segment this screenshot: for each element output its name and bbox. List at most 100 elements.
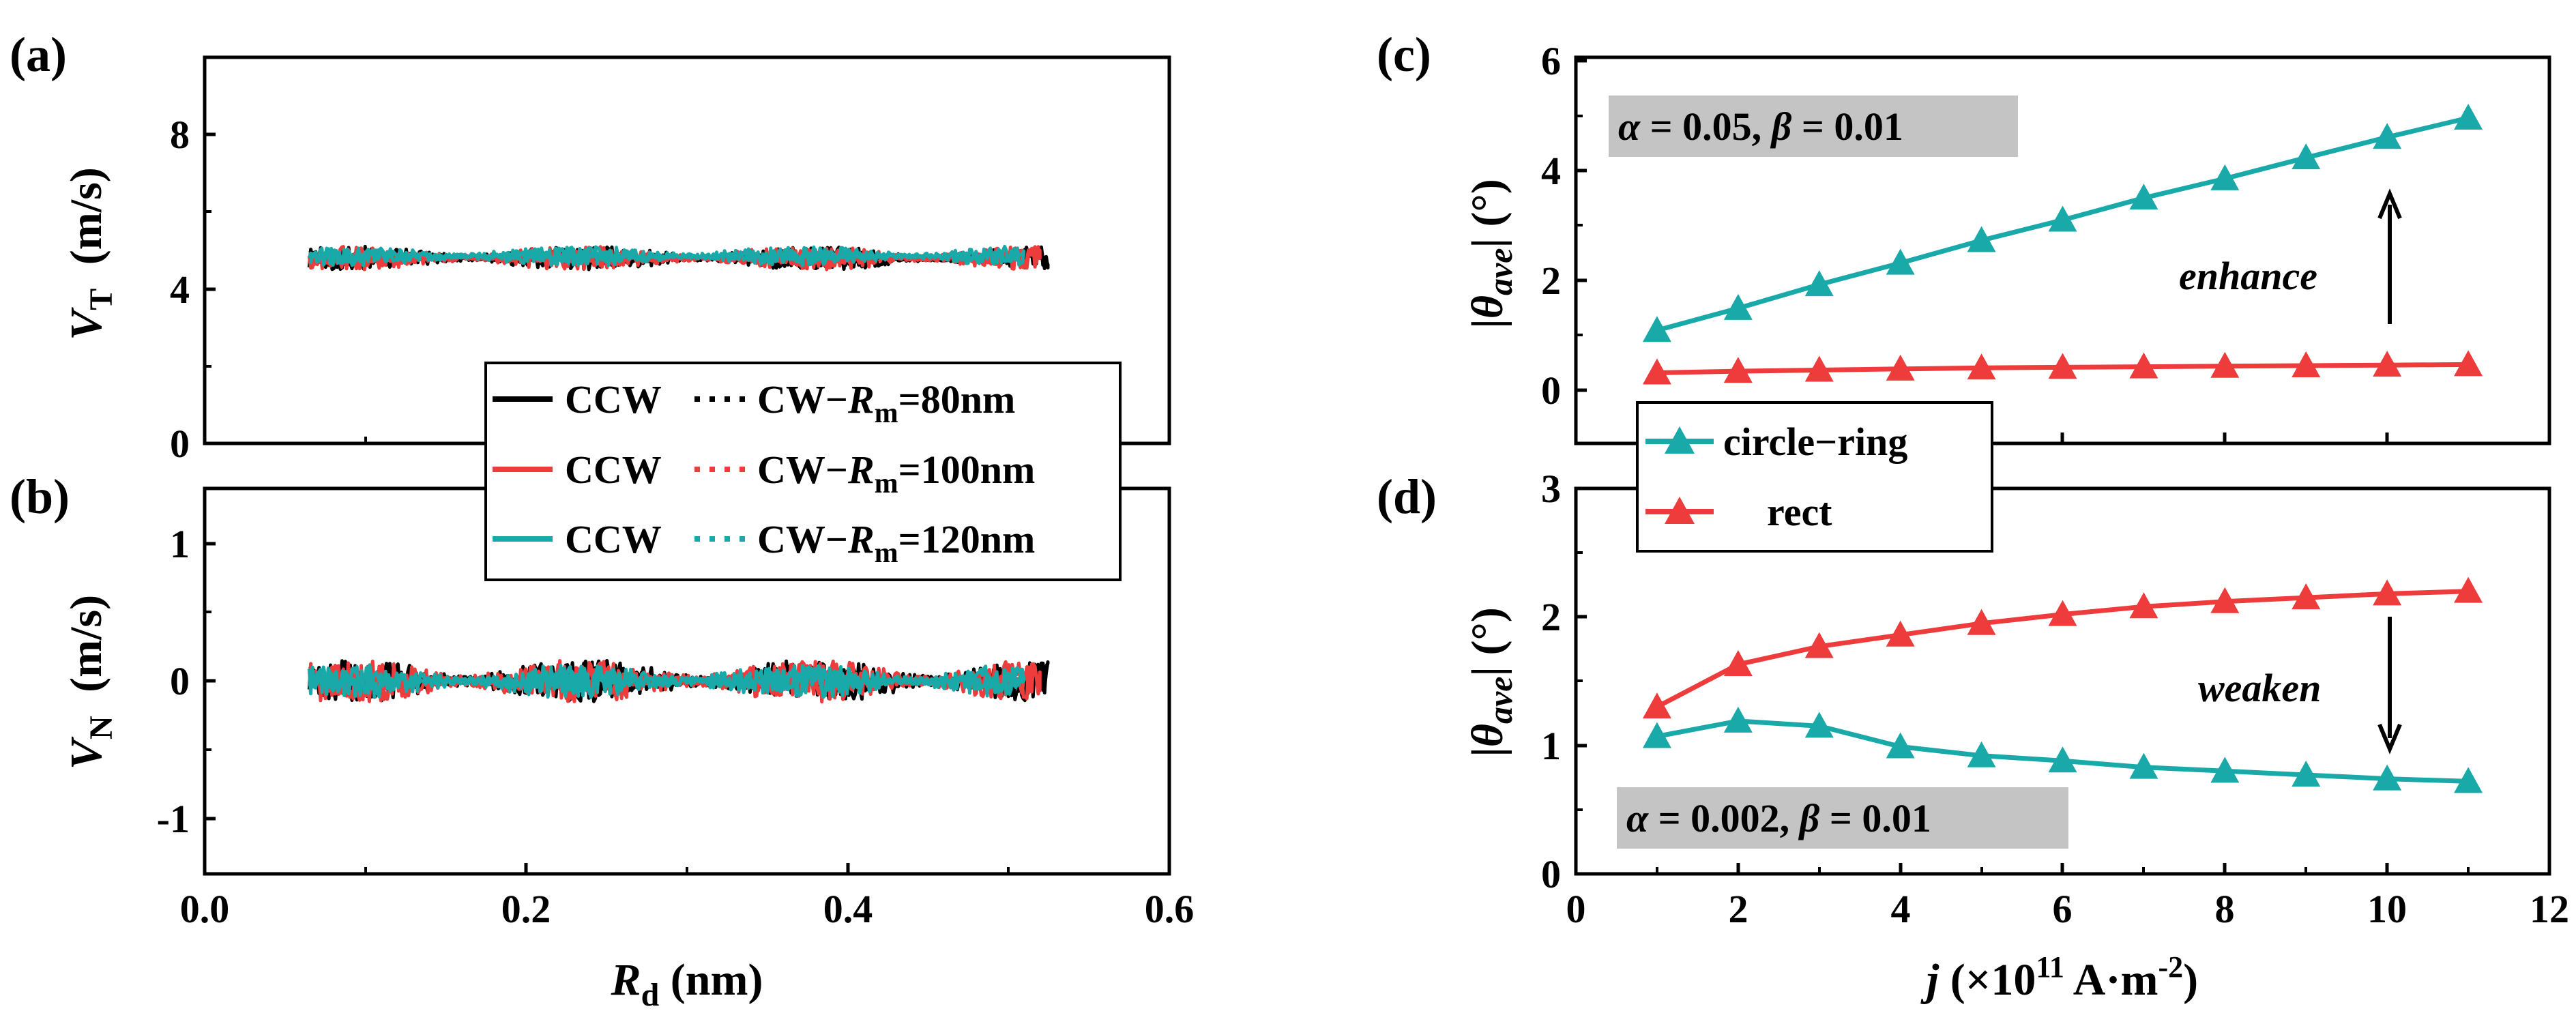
d-ytick-label: 0 (1541, 852, 1561, 896)
right-x-rest: (×10 (1939, 955, 2036, 1005)
legend-circle-ring-label: circle−ring (1723, 420, 1907, 464)
data-point-c-1-8 (2292, 351, 2321, 377)
data-point-d-1-8 (2292, 583, 2321, 610)
panel-label-b: (b) (10, 469, 70, 524)
legend-dash: − (825, 377, 848, 422)
data-point-d-1-5 (2048, 600, 2077, 626)
data-point-d-1-6 (2129, 592, 2158, 619)
data-point-d-0-4 (1967, 741, 1996, 767)
data-point-d-1-2 (1804, 632, 1834, 658)
data-point-d-1-3 (1886, 620, 1915, 647)
d-xtick-label: 2 (1729, 887, 1748, 931)
d-param-alpha: α (1626, 796, 1649, 840)
legend-cw-label: CW−Rm=120nm (757, 517, 1035, 569)
data-point-d-0-0 (1642, 722, 1671, 748)
b-ytick-label: 0 (170, 659, 190, 703)
d-annotation: weaken (2198, 666, 2321, 710)
data-point-c-1-2 (1804, 355, 1834, 382)
data-point-c-1-0 (1642, 358, 1671, 385)
panel-c-y-ticks: 0 2 4 6 (1541, 39, 1587, 413)
data-point-c-1-10 (2454, 350, 2483, 377)
trajectory-b-series-2 (307, 663, 1026, 699)
c-ytick-label: 6 (1541, 39, 1561, 83)
data-point-c-0-6 (2129, 184, 2158, 210)
data-point-d-0-6 (2129, 752, 2158, 779)
legend-rm-value: =80nm (898, 377, 1016, 422)
a-ytick-label: 4 (170, 267, 190, 312)
a-ytick-label: 0 (170, 422, 190, 466)
c-param-box (1609, 96, 2018, 157)
data-point-c-0-2 (1804, 270, 1834, 297)
d-y-unit: | (°) (1463, 607, 1512, 676)
legend-rm: R (847, 377, 875, 422)
left-x-axis-main: R (611, 955, 641, 1005)
d-down-arrow (2377, 617, 2402, 754)
data-point-d-0-10 (2454, 767, 2483, 793)
panel-label-c: (c) (1377, 27, 1431, 82)
data-point-c-0-5 (2048, 205, 2077, 232)
data-point-c-1-3 (1886, 354, 1915, 381)
a-y-axis-sub: T (83, 289, 119, 310)
legend-row-100nm: CCW CW−Rm=100nm (493, 448, 1035, 499)
right-legend-box (1636, 401, 1993, 553)
data-point-c-1-5 (2048, 353, 2077, 379)
panel-b-data (307, 659, 1050, 704)
d-param-text: α = 0.002, β = 0.01 (1626, 796, 1931, 840)
panel-a-data (307, 244, 1050, 272)
legend-rm: R (847, 517, 875, 561)
right-legend: circle−ring rect (1636, 401, 1993, 553)
c-param-text: α = 0.05, β = 0.01 (1618, 104, 1903, 149)
data-point-c-0-9 (2373, 123, 2402, 149)
b-ytick-label: -1 (157, 797, 190, 841)
data-point-c-0-3 (1886, 248, 1915, 275)
data-point-d-1-1 (1723, 650, 1753, 677)
right-x-main: j (1920, 955, 1940, 1005)
d-arrow-head (2377, 723, 2402, 754)
data-point-c-0-4 (1967, 226, 1996, 252)
data-point-d-1-9 (2373, 579, 2402, 606)
panel-label-a: (a) (10, 27, 67, 82)
d-param-beta: β (1798, 796, 1820, 840)
d-param-box (1617, 787, 2068, 849)
data-point-d-0-8 (2292, 760, 2321, 787)
legend-rm-value: =100nm (898, 448, 1036, 492)
data-point-d-0-9 (2373, 764, 2402, 791)
c-param-alpha-val: = 0.05, (1640, 104, 1772, 149)
c-ytick-label: 4 (1541, 149, 1561, 193)
d-ytick-label: 3 (1541, 467, 1561, 511)
legend-row-80nm: CCW CW−Rm=80nm (493, 377, 1015, 429)
data-point-c-0-7 (2210, 164, 2240, 190)
d-y-bar: | (1463, 747, 1512, 757)
trajectory-a-series-2 (307, 244, 1026, 267)
left-legend-box (484, 362, 1122, 581)
c-y-theta: θ (1463, 295, 1512, 319)
left-x-axis-sub: d (641, 977, 660, 1013)
d-ytick-label: 1 (1541, 724, 1561, 768)
legend-rm-sub: m (875, 538, 898, 569)
c-annotation: enhance (2179, 254, 2317, 298)
d-xtick-label: 0 (1566, 887, 1586, 931)
a-y-axis-title: VT (m/s) (61, 167, 119, 340)
c-ytick-label: 0 (1541, 368, 1561, 413)
c-param-beta-val: = 0.01 (1791, 104, 1903, 149)
data-point-d-1-0 (1642, 692, 1671, 719)
data-point-d-0-7 (2210, 757, 2240, 783)
panel-d-data (1642, 576, 2483, 793)
right-x-sup: 11 (2036, 950, 2064, 984)
right-x-close: ) (2183, 955, 2198, 1005)
data-point-c-1-9 (2373, 351, 2402, 377)
left-x-axis-unit: (nm) (659, 955, 763, 1005)
d-xtick-label: 8 (2215, 887, 2235, 931)
data-point-d-0-5 (2048, 746, 2077, 773)
b-y-axis-sub: N (83, 716, 119, 739)
legend-row-120nm: CCW CW−Rm=120nm (493, 517, 1035, 569)
panel-c-data (1642, 103, 2483, 385)
left-legend-rows: CCW CW−Rm=80nm CCW CW−Rm=100nm CCW CW−Rm… (493, 377, 1035, 569)
left-legend: CCW CW−Rm=80nm CCW CW−Rm=100nm CCW CW−Rm… (484, 362, 1122, 581)
data-point-d-1-7 (2210, 587, 2240, 613)
c-y-bar: | (1463, 319, 1512, 329)
b-y-axis-main: V (61, 736, 111, 770)
legend-ccw-label: CCW (565, 517, 662, 561)
a-y-axis-main: V (61, 307, 111, 340)
legend-ccw-label: CCW (565, 448, 662, 492)
